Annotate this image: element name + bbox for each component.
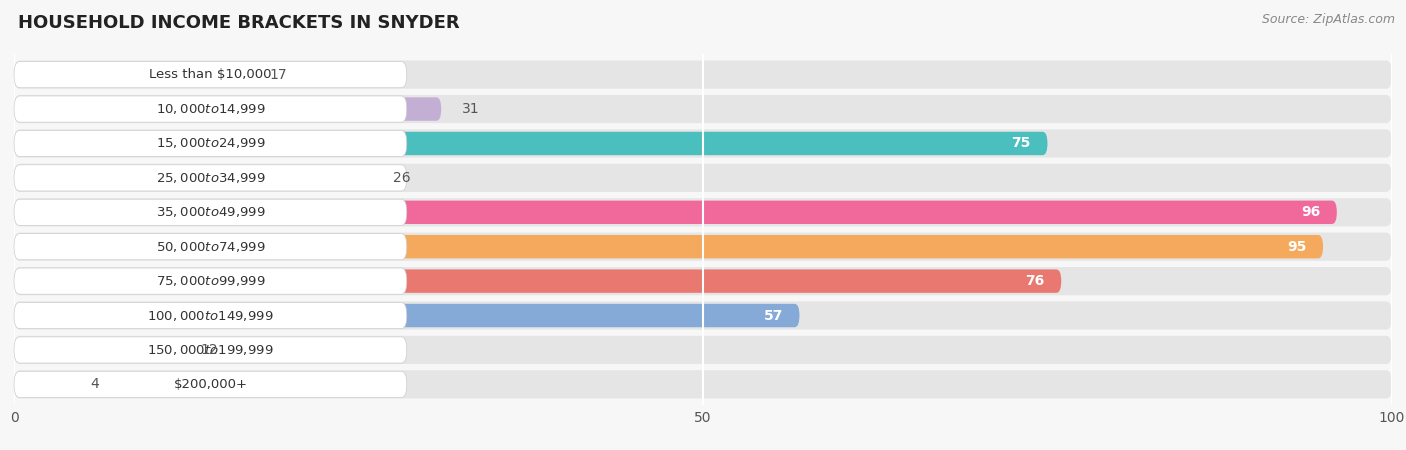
- Text: $15,000 to $24,999: $15,000 to $24,999: [156, 136, 266, 150]
- Text: $50,000 to $74,999: $50,000 to $74,999: [156, 240, 266, 254]
- Text: $10,000 to $14,999: $10,000 to $14,999: [156, 102, 266, 116]
- FancyBboxPatch shape: [14, 164, 1392, 192]
- FancyBboxPatch shape: [14, 61, 1392, 89]
- Text: 26: 26: [394, 171, 411, 185]
- Text: $25,000 to $34,999: $25,000 to $34,999: [156, 171, 266, 185]
- Text: $35,000 to $49,999: $35,000 to $49,999: [156, 205, 266, 219]
- Text: $100,000 to $149,999: $100,000 to $149,999: [148, 309, 274, 323]
- Text: Less than $10,000: Less than $10,000: [149, 68, 271, 81]
- FancyBboxPatch shape: [14, 302, 1392, 330]
- Text: $200,000+: $200,000+: [173, 378, 247, 391]
- FancyBboxPatch shape: [14, 235, 1323, 258]
- Text: HOUSEHOLD INCOME BRACKETS IN SNYDER: HOUSEHOLD INCOME BRACKETS IN SNYDER: [18, 14, 460, 32]
- FancyBboxPatch shape: [14, 63, 249, 86]
- FancyBboxPatch shape: [14, 371, 406, 397]
- FancyBboxPatch shape: [14, 267, 1392, 295]
- Text: 76: 76: [1025, 274, 1045, 288]
- FancyBboxPatch shape: [14, 95, 1392, 123]
- FancyBboxPatch shape: [14, 132, 1047, 155]
- Text: 95: 95: [1286, 240, 1306, 254]
- FancyBboxPatch shape: [14, 201, 1337, 224]
- FancyBboxPatch shape: [14, 304, 800, 327]
- FancyBboxPatch shape: [14, 62, 406, 88]
- FancyBboxPatch shape: [14, 370, 1392, 398]
- FancyBboxPatch shape: [14, 268, 406, 294]
- FancyBboxPatch shape: [14, 199, 406, 225]
- FancyBboxPatch shape: [14, 166, 373, 189]
- Text: 4: 4: [90, 378, 98, 392]
- Text: $150,000 to $199,999: $150,000 to $199,999: [148, 343, 274, 357]
- FancyBboxPatch shape: [14, 336, 1392, 364]
- Text: 75: 75: [1011, 136, 1031, 150]
- FancyBboxPatch shape: [14, 165, 406, 191]
- FancyBboxPatch shape: [14, 233, 1392, 261]
- Text: Source: ZipAtlas.com: Source: ZipAtlas.com: [1261, 14, 1395, 27]
- Text: 96: 96: [1301, 205, 1320, 219]
- FancyBboxPatch shape: [14, 130, 406, 157]
- FancyBboxPatch shape: [14, 270, 1062, 293]
- FancyBboxPatch shape: [14, 338, 180, 362]
- Text: 12: 12: [200, 343, 218, 357]
- Text: $75,000 to $99,999: $75,000 to $99,999: [156, 274, 266, 288]
- FancyBboxPatch shape: [14, 129, 1392, 157]
- Text: 17: 17: [269, 68, 287, 81]
- FancyBboxPatch shape: [14, 373, 69, 396]
- Text: 31: 31: [463, 102, 479, 116]
- FancyBboxPatch shape: [14, 234, 406, 260]
- FancyBboxPatch shape: [14, 337, 406, 363]
- Text: 57: 57: [763, 309, 783, 323]
- FancyBboxPatch shape: [14, 96, 406, 122]
- FancyBboxPatch shape: [14, 97, 441, 121]
- FancyBboxPatch shape: [14, 198, 1392, 226]
- FancyBboxPatch shape: [14, 302, 406, 328]
